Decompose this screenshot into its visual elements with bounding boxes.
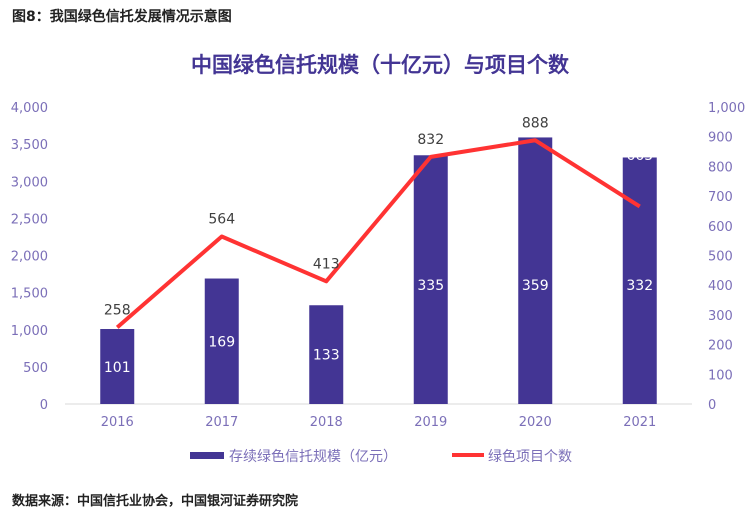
- line-data-label: 888: [522, 115, 549, 131]
- left-axis-tick-label: 2,000: [11, 250, 48, 265]
- right-axis-tick-label: 300: [708, 309, 733, 324]
- right-axis-tick-label: 1,000: [708, 101, 745, 116]
- bar-2020: [518, 137, 553, 404]
- line-data-label: 665: [626, 148, 653, 164]
- bar-data-label: 133: [313, 348, 340, 364]
- x-axis-tick-label: 2016: [101, 415, 134, 430]
- line-series-projects: [115, 138, 641, 329]
- bar-2018: [309, 305, 344, 404]
- left-axis-tick-label: 3,500: [11, 138, 48, 153]
- left-axis-tick-label: 0: [40, 398, 48, 413]
- left-axis-tick-label: 4,000: [11, 101, 48, 116]
- left-axis-tick-label: 3,000: [11, 175, 48, 190]
- right-axis-tick-label: 700: [708, 190, 733, 205]
- legend-bar-swatch: [190, 452, 224, 459]
- left-axis-tick-label: 500: [23, 361, 48, 376]
- chart-title: 中国绿色信托规模（十亿元）与项目个数: [191, 53, 570, 77]
- legend-bar-label: 存续绿色信托规模（亿元）: [229, 448, 397, 465]
- bar-data-label: 335: [417, 278, 444, 294]
- x-axis-tick-label: 2017: [205, 415, 238, 430]
- left-axis-tick-label: 1,500: [11, 287, 48, 302]
- bar-data-label: 332: [626, 278, 653, 294]
- left-axis-tick-label: 1,000: [11, 324, 48, 339]
- right-axis-tick-label: 800: [708, 160, 733, 175]
- bar-data-label: 359: [522, 278, 549, 294]
- left-axis-tick-label: 2,500: [11, 212, 48, 227]
- line-data-label: 832: [417, 132, 444, 148]
- right-axis-tick-label: 600: [708, 220, 733, 235]
- bar-data-label: 101: [104, 360, 131, 376]
- bar-2017: [204, 278, 239, 404]
- legend-line-label: 绿色项目个数: [488, 448, 572, 465]
- line-data-label: 258: [104, 302, 131, 318]
- bar-data-label: 169: [208, 334, 235, 350]
- figure-title: 图8：我国绿色信托发展情况示意图: [12, 9, 232, 25]
- x-axis-tick-label: 2019: [414, 415, 447, 430]
- right-axis-tick-label: 500: [708, 250, 733, 265]
- bar-2016: [100, 329, 135, 404]
- source-note: 数据来源：中国信托业协会，中国银河证券研究院: [12, 494, 299, 509]
- x-axis-tick-label: 2018: [310, 415, 343, 430]
- x-axis-tick-label: 2021: [623, 415, 656, 430]
- right-axis-tick-label: 100: [708, 368, 733, 383]
- bar-2019: [413, 155, 448, 404]
- x-axis-tick-label: 2020: [519, 415, 552, 430]
- line-data-label: 564: [208, 211, 235, 227]
- line-data-label: 413: [313, 256, 340, 272]
- right-axis-tick-label: 200: [708, 339, 733, 354]
- right-axis-tick-label: 400: [708, 279, 733, 294]
- right-axis-tick-label: 900: [708, 131, 733, 146]
- right-axis-tick-label: 0: [708, 398, 716, 413]
